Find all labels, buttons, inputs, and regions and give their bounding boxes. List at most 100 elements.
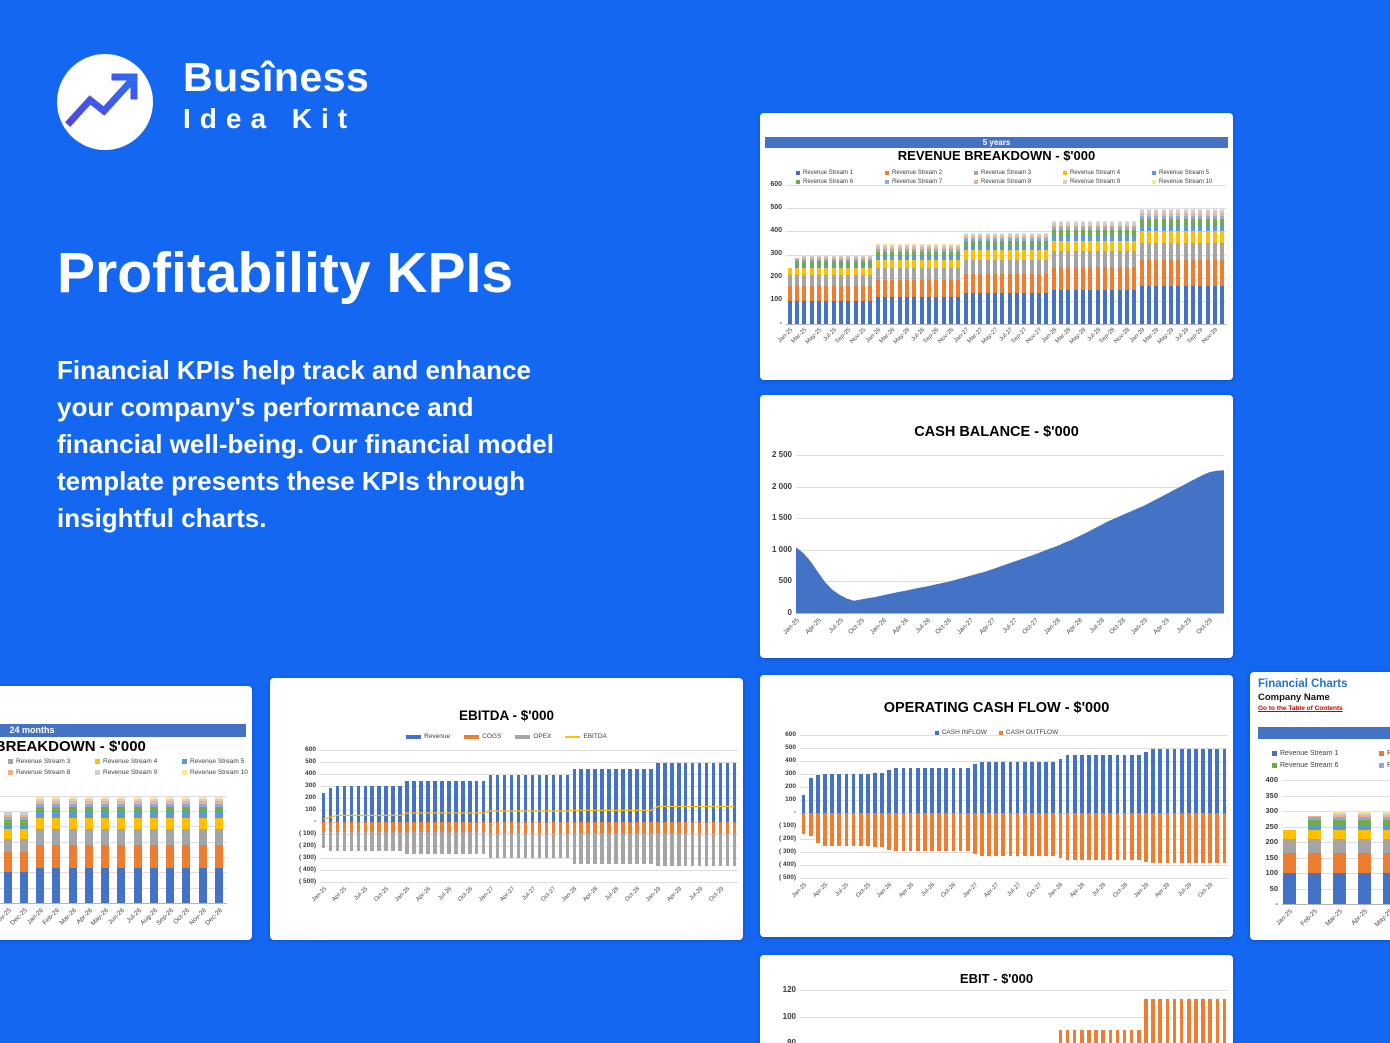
bar-segment-revenue-stream-9 (214, 798, 223, 802)
bar-segment-revenue-stream-2 (963, 273, 968, 294)
bar-segment-revenue (468, 780, 472, 822)
bar-segment-cash-outflow (1065, 813, 1070, 860)
bar-segment-revenue-stream-4 (1333, 829, 1346, 839)
bar-ebit (1072, 1029, 1077, 1043)
period-tag-5-years: 5 years (765, 137, 1228, 148)
bar-segment-revenue-stream-3 (166, 828, 174, 845)
bar-segment-revenue-stream-5 (1169, 224, 1174, 231)
bar-segment-revenue-stream-4 (861, 268, 866, 276)
bar-segment-cash-outflow (1151, 813, 1156, 864)
bar-segment-cogs (328, 822, 333, 833)
bar-segment-revenue-stream-5 (101, 812, 109, 818)
bar-segment-opex (607, 832, 611, 864)
bar-segment-revenue-stream-8 (1213, 212, 1218, 216)
bar-segment-opex (732, 833, 737, 866)
bar-segment-revenue-stream-9 (1117, 222, 1122, 225)
bar-segment-revenue (433, 780, 437, 822)
bar-segment-opex (704, 833, 709, 866)
bar-segment-revenue-stream-2 (52, 844, 61, 868)
table-of-contents-link[interactable]: Go to the Table of Contents (1258, 705, 1343, 712)
bar-segment-revenue-stream-8 (934, 247, 939, 250)
bar-segment-revenue-stream-8 (883, 247, 888, 250)
bar-segment-revenue (656, 762, 660, 822)
bar-ebit (1101, 1029, 1105, 1043)
bar-segment-revenue-stream-9 (1051, 222, 1056, 225)
bar-segment-revenue-stream-10 (846, 254, 851, 256)
bar-segment-opex (690, 833, 695, 866)
bar-segment-revenue-stream-6 (1095, 230, 1100, 236)
bar-segment-cogs (711, 822, 716, 834)
bar-segment-revenue-stream-4 (1081, 240, 1086, 252)
bar-segment-revenue-stream-8 (1110, 224, 1115, 228)
bar-segment-revenue (649, 768, 653, 822)
bar-segment-cash-inflow (1001, 761, 1006, 813)
bar-segment-cash-outflow (951, 813, 956, 852)
sheet-heading: Financial Charts (1258, 678, 1348, 690)
y-axis-label: 100 (770, 296, 782, 304)
bar-segment-revenue-stream-10 (1191, 208, 1196, 211)
bar-segment-revenue-stream-1 (890, 297, 895, 324)
bar-segment-revenue-stream-3 (875, 267, 880, 280)
bar-segment-revenue-stream-6 (1308, 820, 1321, 825)
bar-segment-revenue-stream-8 (133, 801, 142, 804)
bar-segment-revenue (725, 762, 730, 822)
bar-segment-revenue-stream-6 (1088, 230, 1093, 236)
bar-segment-revenue-stream-6 (875, 251, 880, 256)
bar-segment-opex (635, 832, 639, 864)
bar-segment-cogs (649, 822, 653, 833)
bar-segment-cash-outflow (930, 813, 934, 852)
bar-segment-revenue-stream-8 (1037, 235, 1042, 239)
bar-segment-revenue-stream-4 (787, 268, 792, 276)
bar-segment-revenue (481, 780, 486, 822)
bar-segment-revenue-stream-4 (1308, 829, 1321, 839)
bar-segment-cogs (474, 822, 479, 833)
bar-segment-revenue-stream-8 (1383, 814, 1390, 818)
bar-segment-revenue (600, 768, 604, 822)
bar-segment-revenue-stream-3 (3, 838, 12, 853)
bar-segment-revenue-stream-3 (963, 259, 968, 274)
bar-segment-revenue-stream-9 (1081, 222, 1086, 225)
bar-segment-revenue-stream-7 (890, 249, 895, 252)
operating-cash-flow-chart: 600 500 400 300 200 100 - ( 100) ( 200) ( 300) ( 4… (779, 731, 1228, 899)
bar-segment-revenue-stream-1 (912, 297, 917, 324)
bar-segment-revenue-stream-1 (19, 872, 28, 903)
bar-segment-revenue-stream-1 (861, 300, 866, 324)
bar-segment-cogs (481, 822, 486, 833)
bar-segment-revenue-stream-9 (846, 255, 851, 258)
y-axis-label: 300 (305, 781, 316, 789)
bar-segment-revenue-stream-7 (1198, 215, 1203, 220)
bar-segment-cogs (579, 822, 583, 833)
bar-segment-revenue-stream-6 (1044, 241, 1049, 246)
bar-segment-revenue-stream-6 (1220, 219, 1225, 225)
ebit-chart: 120 100 80 (783, 985, 1228, 1043)
bar-segment-revenue-stream-9 (927, 245, 932, 248)
bar-segment-revenue-stream-8 (1125, 224, 1130, 228)
bar-segment-cash-inflow (1151, 748, 1156, 813)
bar-segment-revenue-stream-1 (949, 297, 954, 324)
bar-segment-revenue-stream-5 (1213, 224, 1218, 231)
bar-segment-revenue-stream-2 (1059, 267, 1064, 290)
bar-segment-revenue-stream-4 (1029, 250, 1034, 260)
bar-segment-cash-inflow (1008, 761, 1013, 813)
y-axis-label: - (1275, 899, 1279, 909)
bar-segment-revenue-stream-1 (1154, 285, 1159, 324)
legend-label: EBITDA (583, 733, 607, 740)
bar-segment-revenue-stream-7 (941, 249, 946, 252)
gridline (320, 858, 738, 859)
bar-segment-revenue-stream-8 (941, 247, 946, 250)
bar-segment-opex (391, 832, 395, 852)
bar-segment-revenue-stream-2 (971, 273, 976, 294)
gridline (796, 549, 1224, 551)
bar-segment-opex (572, 832, 576, 864)
bar-segment-cash-inflow (1044, 761, 1049, 813)
bar-segment-revenue-stream-5 (817, 264, 822, 269)
bar-segment-revenue-stream-9 (68, 798, 77, 802)
bar-segment-revenue-stream-1 (1139, 285, 1144, 324)
bar-segment-revenue (621, 768, 625, 822)
ebitda-line (323, 805, 735, 820)
bar-segment-revenue-stream-2 (985, 273, 990, 294)
bar-segment-revenue-stream-4 (84, 817, 93, 829)
gridline (786, 254, 1226, 256)
bar-segment-revenue-stream-5 (919, 255, 924, 260)
bar-segment-cash-inflow (851, 774, 856, 813)
